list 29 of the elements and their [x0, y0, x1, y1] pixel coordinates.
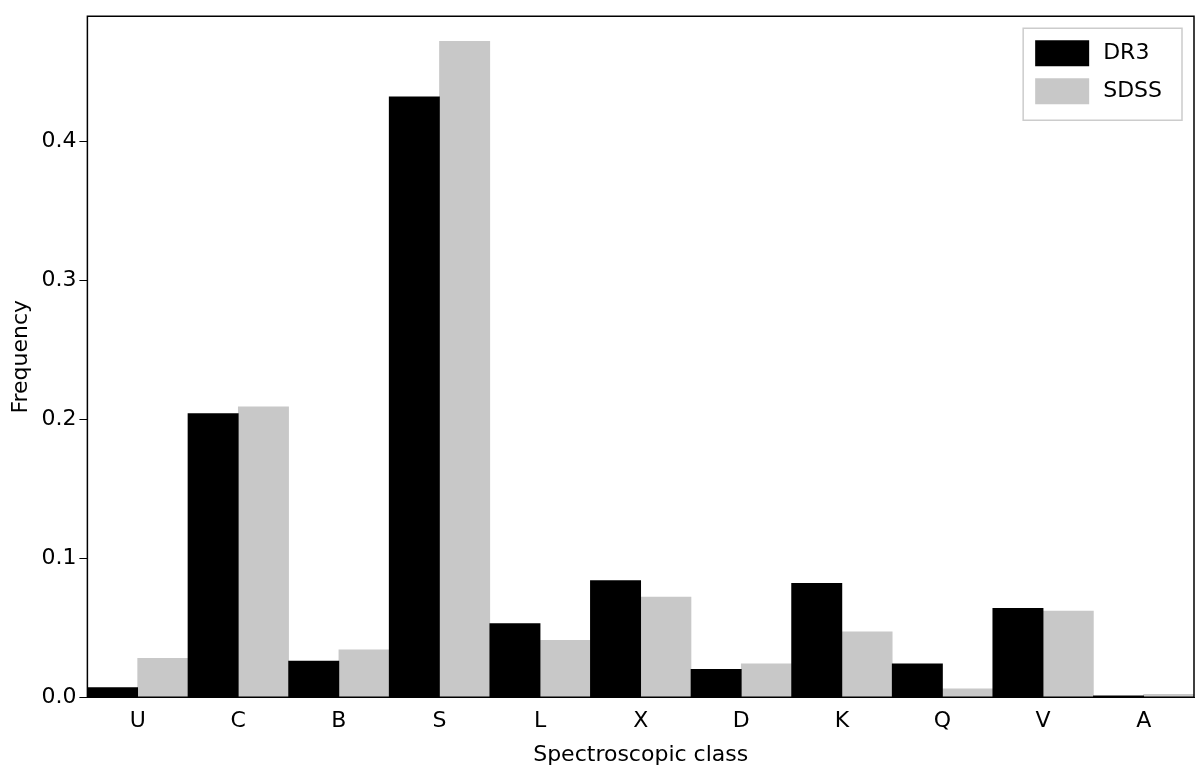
- bar: [338, 649, 390, 698]
- x-tick-label: V: [1035, 707, 1051, 733]
- x-tick-label: S: [432, 707, 447, 733]
- x-tick-label: K: [834, 707, 850, 733]
- legend-label: SDSS: [1103, 76, 1163, 102]
- bar: [740, 663, 792, 698]
- x-tick-label: D: [732, 707, 750, 733]
- x-tick-label: Q: [933, 707, 952, 733]
- bar: [841, 631, 893, 698]
- y-tick-label: 0.4: [41, 127, 77, 152]
- x-tick-label: L: [533, 707, 547, 733]
- y-tick-label: 0.0: [41, 682, 77, 708]
- y-tick-label: 0.2: [41, 404, 77, 430]
- y-tick-label: 0.3: [41, 265, 77, 291]
- bar: [539, 639, 591, 698]
- y-tick-label: 0.1: [41, 543, 77, 569]
- x-tick-label: A: [1136, 707, 1152, 733]
- x-tick-label: B: [331, 707, 347, 733]
- x-tick-label: U: [129, 707, 146, 733]
- legend-label: DR3: [1103, 38, 1150, 64]
- bar: [1042, 610, 1094, 698]
- y-axis-title: Frequency: [6, 299, 32, 414]
- bar: [439, 40, 491, 698]
- x-tick-label: X: [633, 707, 649, 733]
- x-axis-title: Spectroscopic class: [533, 740, 749, 766]
- x-tick-label: C: [230, 707, 246, 733]
- bar: [640, 596, 692, 698]
- bar: [137, 657, 189, 698]
- bar: [237, 406, 289, 698]
